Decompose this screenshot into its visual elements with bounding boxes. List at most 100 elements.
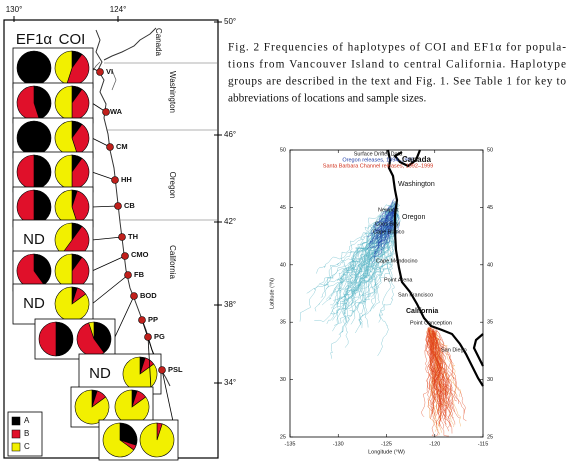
chart-subtitle: Santa Barbara Channel releases, 1992–199… — [323, 163, 433, 169]
region-label: California — [406, 308, 438, 315]
lat-label: 42° — [224, 217, 236, 226]
drifter-track — [380, 210, 397, 238]
region-label: Oregon — [168, 172, 177, 199]
legend-label: C — [24, 442, 30, 451]
region-label: Washington — [168, 71, 177, 113]
column-header: EF1α — [16, 31, 53, 48]
drifter-track — [432, 330, 466, 414]
caption-line: tions from Vancouver Island to central C… — [228, 59, 566, 71]
site-label: FB — [134, 270, 145, 279]
pie-slice — [102, 422, 135, 458]
place-label: Newport — [378, 207, 399, 213]
legend-swatch — [11, 442, 21, 452]
legend-label: A — [24, 416, 30, 425]
pie-slice — [33, 253, 52, 286]
site-label: VI — [106, 67, 113, 76]
region-label: Oregon — [402, 214, 425, 221]
site-dot — [96, 68, 104, 76]
chart-subtitle: Oregon releases, 1994–1999 — [342, 157, 413, 163]
drifter-track — [426, 327, 435, 390]
coastline — [386, 149, 484, 387]
y-tick-label: 35 — [280, 320, 286, 326]
y-tick-label: 25 — [280, 434, 286, 440]
site-label: BOD — [140, 291, 157, 300]
site-dot — [130, 292, 138, 300]
leader-line — [91, 205, 119, 208]
drifter-track — [377, 224, 394, 255]
region-label: California — [168, 245, 177, 279]
lon-label: 130° — [6, 5, 23, 14]
site-label: CM — [116, 142, 128, 151]
place-label: Point Arena — [384, 277, 413, 283]
y-tick-label: 35 — [487, 320, 493, 326]
site-dot — [106, 143, 114, 151]
site-dot — [121, 252, 129, 260]
chart-title: Surface Drifter Data — [354, 151, 404, 157]
site-dot — [118, 233, 126, 241]
place-label: Point Conception — [410, 320, 452, 326]
y-tick-label: 50 — [487, 147, 493, 153]
drifter-track — [376, 204, 397, 227]
pie-slice — [74, 389, 110, 425]
caption: Fig. 2 Frequencies of haplotypes of COI … — [228, 42, 566, 105]
region-label: Canada — [402, 155, 431, 164]
region-label: Canada — [154, 28, 163, 57]
site-dot — [138, 316, 146, 324]
y-tick-label: 40 — [280, 262, 286, 268]
region-label: Washington — [398, 181, 435, 188]
drifter-track — [431, 329, 447, 388]
site-label: HH — [121, 175, 132, 184]
haplotype-map: 130° 124° 50° 46° 42° 38° 34° EF1α COI Canada Wash… — [6, 5, 236, 461]
site-label: PSL — [168, 365, 183, 374]
y-tick-label: 40 — [487, 262, 493, 268]
x-tick-label: -130 — [333, 441, 344, 447]
drifter-track — [369, 227, 394, 260]
x-tick-label: -125 — [381, 441, 392, 447]
site-dot — [124, 271, 132, 279]
place-label: Cape Mendocino — [376, 258, 418, 264]
pie-slice — [93, 321, 112, 354]
y-tick-label: 30 — [280, 377, 286, 383]
caption-line: groups are described in the text and Fig… — [228, 76, 566, 88]
lat-label: 34° — [224, 378, 236, 387]
drifter-track — [369, 219, 394, 249]
site-label: PG — [154, 332, 165, 341]
leader-line — [91, 274, 129, 305]
pie-slice — [16, 50, 52, 86]
y-axis-label: Latitude (°N) — [269, 278, 275, 309]
pie-slice — [55, 321, 74, 357]
leader-line — [91, 171, 116, 181]
drifter-track — [430, 326, 441, 420]
drifter-track — [373, 224, 398, 258]
place-label: Cape Blanco — [373, 229, 405, 235]
no-data: ND — [23, 295, 45, 312]
drifter-track — [378, 222, 395, 244]
drifter-track — [434, 332, 457, 380]
drifter-track — [434, 331, 461, 419]
drifter-track — [434, 331, 457, 396]
leader-line — [91, 255, 126, 272]
caption-line: abbreviations of locations and sample si… — [228, 93, 426, 105]
pie-slice — [119, 422, 138, 446]
pie-slice — [38, 321, 57, 357]
legend-swatch — [11, 416, 21, 426]
x-axis-label: Longitude (°W) — [368, 449, 405, 455]
drifter-track — [337, 206, 394, 281]
lat-label: 50° — [224, 17, 236, 26]
y-tick-label: 50 — [280, 147, 286, 153]
x-tick-label: -135 — [284, 441, 295, 447]
drifter-track — [350, 220, 395, 325]
place-label: Coos Bay — [375, 221, 399, 227]
site-label: CMO — [131, 250, 149, 259]
site-dot — [102, 108, 110, 116]
drifter-track — [425, 330, 434, 412]
site-label: PP — [148, 315, 158, 324]
drifter-track — [428, 327, 457, 402]
y-tick-label: 25 — [487, 434, 493, 440]
x-tick-label: -120 — [429, 441, 440, 447]
no-data: ND — [89, 365, 111, 382]
x-tick-label: -115 — [478, 441, 489, 447]
y-tick-label: 45 — [487, 205, 493, 211]
